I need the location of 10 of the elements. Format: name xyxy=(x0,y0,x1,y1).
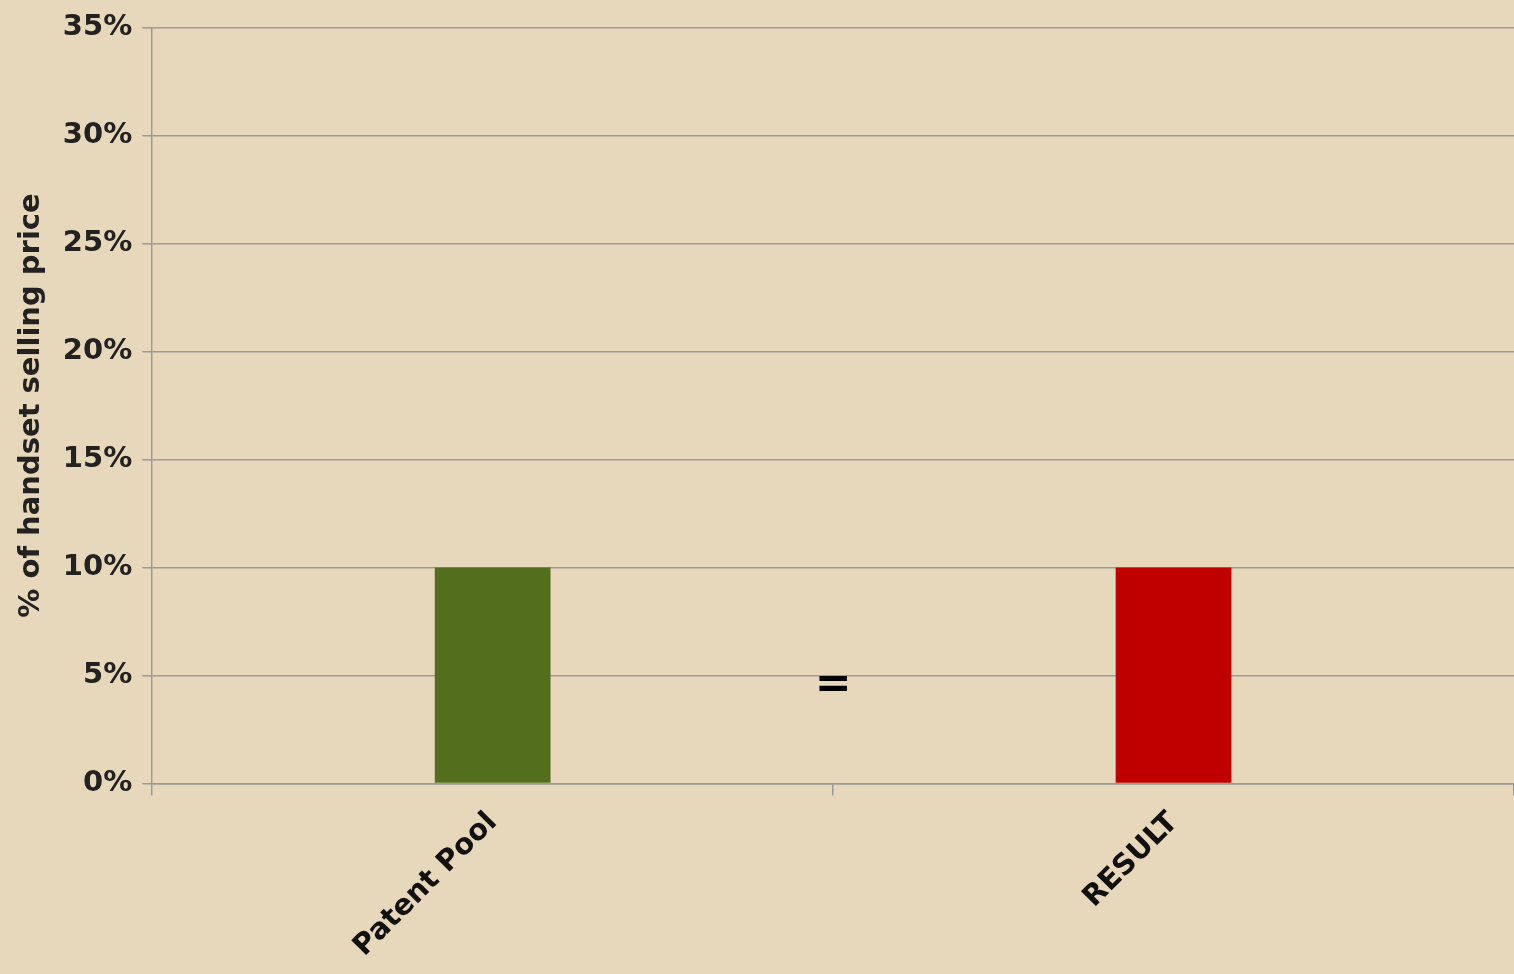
y-tick-label: 5% xyxy=(82,656,133,691)
y-tick-label: 0% xyxy=(82,764,133,799)
annotation: = xyxy=(814,655,852,707)
y-tick-label: 10% xyxy=(62,548,133,583)
y-tick-label: 20% xyxy=(62,332,133,367)
y-tick-label: 35% xyxy=(62,7,133,42)
y-axis-title: % of handset selling price xyxy=(11,193,46,618)
y-tick-label: 25% xyxy=(62,223,133,258)
y-tick-label: 15% xyxy=(62,440,133,475)
y-tick-label: 30% xyxy=(62,115,133,150)
